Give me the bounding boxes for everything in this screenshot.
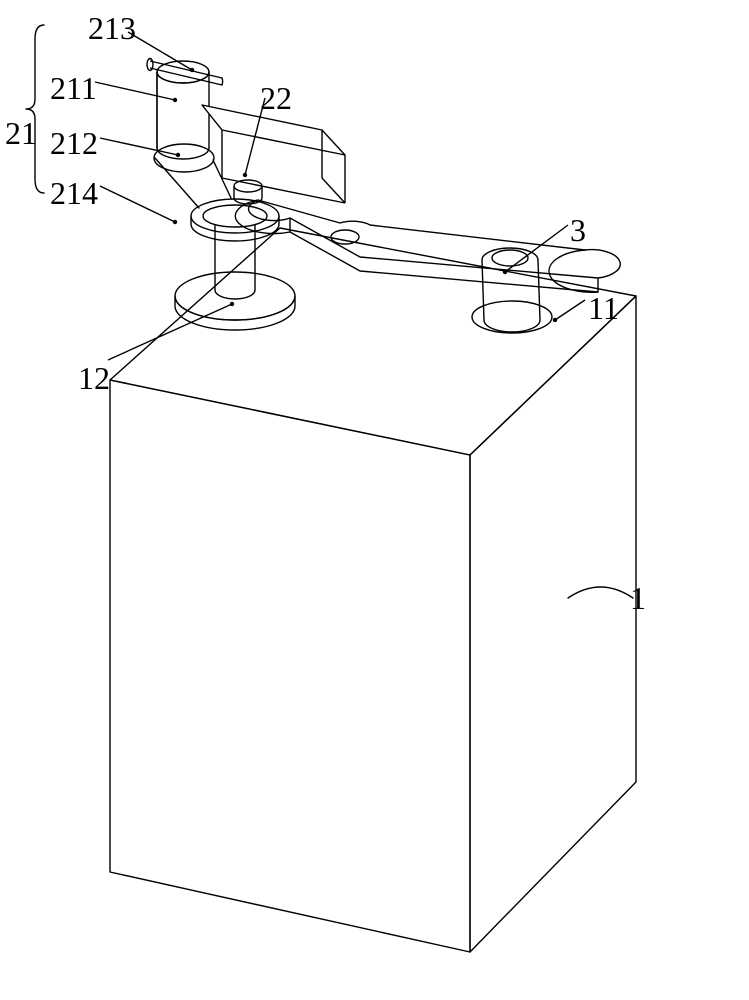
label-3: 3	[570, 212, 586, 249]
label-12: 12	[78, 360, 110, 397]
label-214: 214	[50, 175, 98, 212]
label-1: 1	[630, 580, 646, 617]
label-211: 211	[50, 70, 97, 107]
label-22: 22	[260, 80, 292, 117]
technical-drawing	[0, 0, 749, 1000]
label-21: 21	[5, 115, 37, 152]
label-213: 213	[88, 10, 136, 47]
label-212: 212	[50, 125, 98, 162]
label-11: 11	[588, 290, 619, 327]
